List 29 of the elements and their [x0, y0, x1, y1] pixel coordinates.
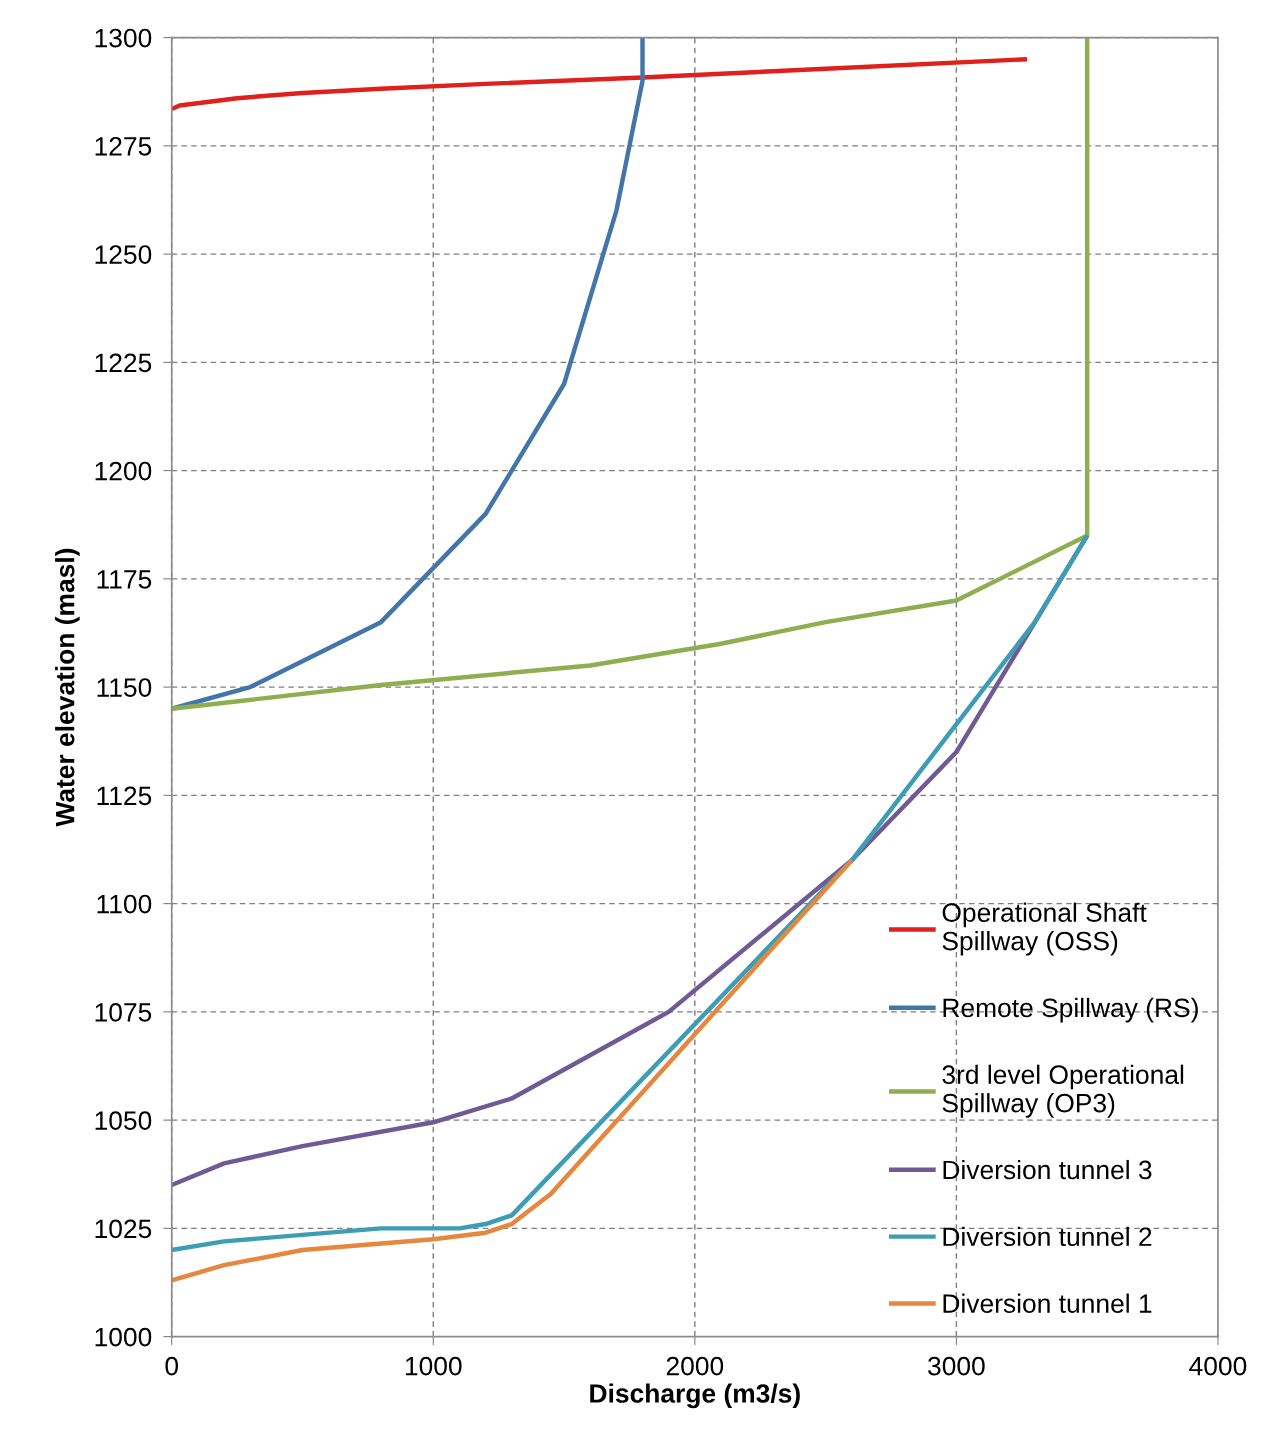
- y-axis-title: Water elevation (masl): [55, 548, 80, 827]
- legend-label: Diversion tunnel 2: [943, 1226, 1152, 1247]
- y-tick-label: 1300: [95, 28, 152, 48]
- x-tick-label: 2000: [666, 1356, 724, 1376]
- line-series: [171, 57, 1030, 112]
- y-tick-label: 1050: [95, 1111, 152, 1130]
- legend-label: Remote Spillway (RS): [943, 997, 1198, 1023]
- y-tick-label: 1150: [97, 678, 152, 697]
- line-series: [171, 858, 854, 1283]
- legend-label: Diversion tunnel 1: [943, 1293, 1152, 1313]
- line-series: [171, 37, 1090, 711]
- x-tick-label: 4000: [1189, 1356, 1247, 1376]
- y-tick-label: 1075: [95, 1003, 152, 1022]
- legend-label: Diversion tunnel 3: [943, 1159, 1152, 1180]
- legend-label: Operational Shaft Spillway (OSS): [942, 902, 1147, 956]
- y-tick-label: 1000: [95, 1327, 152, 1347]
- y-tick-label: 1275: [95, 136, 152, 156]
- y-tick-label: 1125: [97, 786, 152, 806]
- x-axis-title: Discharge (m3/s): [590, 1383, 800, 1409]
- y-tick-label: 1250: [95, 245, 152, 264]
- y-tick-label: 1025: [95, 1219, 152, 1239]
- x-tick-label: 0: [165, 1356, 179, 1376]
- y-tick-label: 1100: [97, 894, 152, 914]
- legend-label: 3rd level Operational Spillway (OP3): [942, 1064, 1184, 1118]
- y-tick-label: 1225: [95, 353, 152, 373]
- x-tick-label: 3000: [928, 1356, 985, 1376]
- x-tick-label: 1000: [405, 1356, 462, 1376]
- y-tick-label: 1200: [95, 461, 152, 481]
- y-tick-label: 1175: [97, 570, 152, 589]
